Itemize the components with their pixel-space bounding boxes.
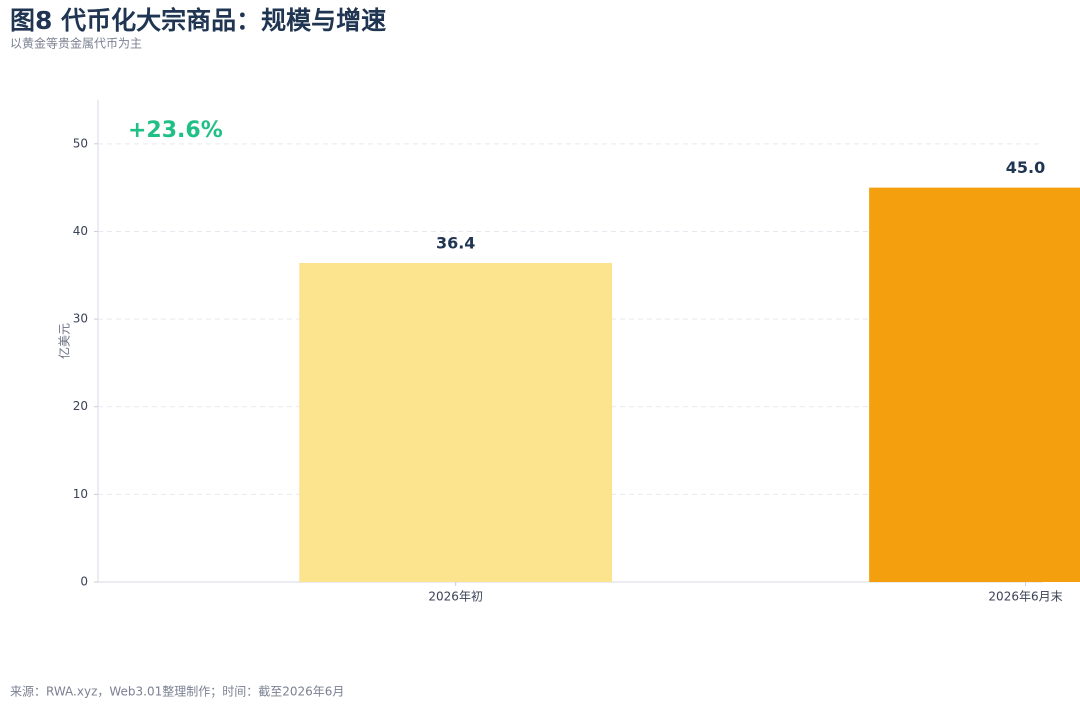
growth-annotation: +23.6% xyxy=(128,118,223,143)
y-axis-label: 亿美元 xyxy=(57,323,72,359)
y-tick-label: 10 xyxy=(73,487,88,501)
value-label: 36.4 xyxy=(436,234,475,253)
bar xyxy=(869,187,1080,583)
bar xyxy=(299,263,613,582)
y-tick-label: 20 xyxy=(73,399,88,413)
source-note: 来源：RWA.xyz，Web3.01整理制作；时间：截至2026年6月 xyxy=(10,684,344,699)
x-tick-label: 2026年初 xyxy=(428,590,483,604)
x-tick-label: 2026年6月末 xyxy=(988,590,1062,604)
chart-title: 图8 代币化大宗商品：规模与增速 xyxy=(10,6,386,35)
value-label: 45.0 xyxy=(1006,158,1045,177)
y-tick-label: 50 xyxy=(73,136,88,150)
y-tick-label: 30 xyxy=(73,312,88,326)
chart-subtitle: 以黄金等贵金属代币为主 xyxy=(10,36,142,51)
y-tick-label: 40 xyxy=(73,224,88,238)
y-tick-label: 0 xyxy=(80,575,88,589)
